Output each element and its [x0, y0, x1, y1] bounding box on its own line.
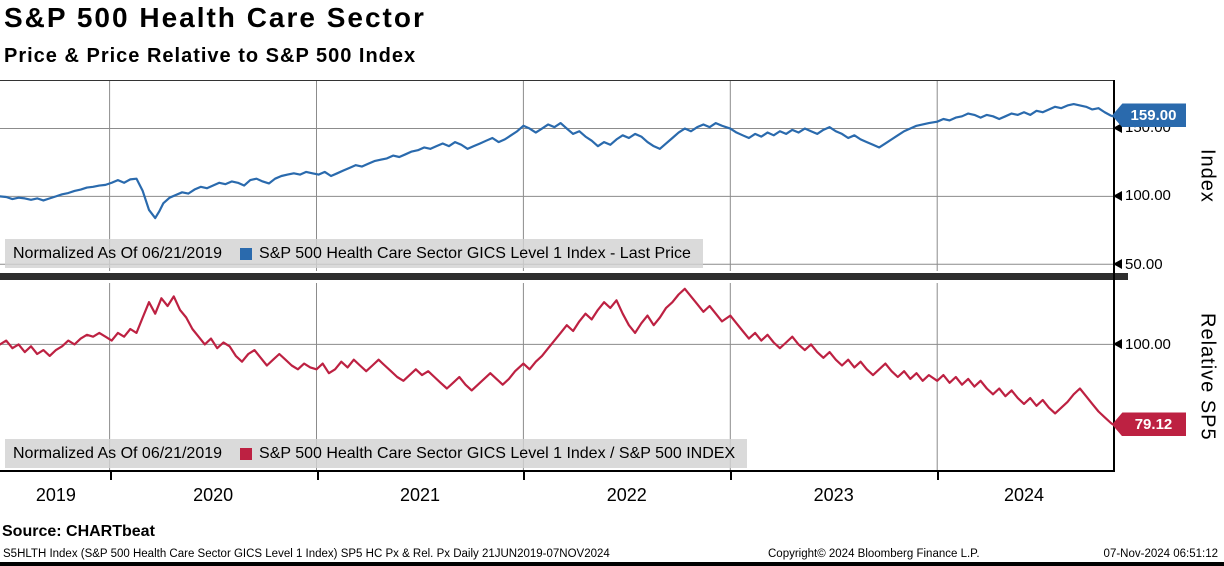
- normalized-as-of-label: Normalized As Of 06/21/2019: [13, 244, 223, 262]
- x-axis-tick-mark: [937, 471, 940, 480]
- price-series-label: S&P 500 Health Care Sector GICS Level 1 …: [259, 244, 691, 262]
- relative-last-price-tag: 79.12: [1112, 412, 1186, 437]
- price-panel: Normalized As Of 06/21/2019 S&P 500 Heal…: [0, 80, 1113, 271]
- price-axis-title: Index: [1196, 148, 1219, 203]
- page-title: S&P 500 Health Care Sector: [4, 2, 426, 33]
- x-axis-year-label: 2023: [813, 485, 854, 505]
- y-axis-tick-label: 100.00: [1113, 335, 1171, 353]
- tick-arrow-icon: [1113, 259, 1122, 270]
- footer-security-description: S5HLTH Index (S&P 500 Health Care Sector…: [3, 548, 610, 560]
- relative-legend: Normalized As Of 06/21/2019 S&P 500 Heal…: [5, 439, 748, 468]
- panel-divider: [0, 273, 1128, 280]
- normalized-as-of-label: Normalized As Of 06/21/2019: [13, 444, 223, 462]
- price-last-price-tag: 159.00: [1112, 103, 1186, 128]
- bottom-bar: [0, 562, 1224, 566]
- relative-axis-title: Relative SP5: [1196, 313, 1219, 441]
- x-axis-year-label: 2022: [606, 485, 647, 505]
- relative-panel: Normalized As Of 06/21/2019 S&P 500 Heal…: [0, 283, 1113, 471]
- right-axis-line: [1113, 80, 1115, 471]
- relative-series-label: S&P 500 Health Care Sector GICS Level 1 …: [259, 444, 736, 462]
- tick-arrow-icon: [1113, 190, 1122, 201]
- page-subtitle: Price & Price Relative to S&P 500 Index: [4, 45, 417, 67]
- price-chart: [0, 81, 1113, 271]
- price-legend: Normalized As Of 06/21/2019 S&P 500 Heal…: [5, 239, 703, 268]
- relative-series-swatch-icon: [240, 447, 253, 460]
- x-axis-line: [0, 470, 1115, 472]
- x-axis-tick-mark: [523, 471, 526, 480]
- x-axis-tick-mark: [316, 471, 319, 480]
- x-axis-year-label: 2020: [193, 485, 234, 505]
- source-label: Source: CHARTbeat: [2, 523, 155, 540]
- tick-arrow-icon: [1113, 122, 1122, 133]
- y-axis-tick-label: 100.00: [1113, 187, 1171, 205]
- price-series-swatch-icon: [240, 247, 253, 260]
- x-axis-tick-mark: [730, 471, 733, 480]
- x-axis-year-label: 2021: [399, 485, 441, 505]
- relative-chart: [0, 283, 1113, 471]
- x-axis-year-label: 2024: [1003, 485, 1045, 505]
- x-axis-year-label: 2019: [35, 485, 76, 505]
- y-axis-tick-label: 50.00: [1113, 255, 1163, 273]
- footer-copyright: Copyright© 2024 Bloomberg Finance L.P.: [768, 548, 980, 560]
- footer-timestamp: 07-Nov-2024 06:51:12: [1103, 548, 1218, 560]
- x-axis-tick-mark: [109, 471, 112, 480]
- tick-arrow-icon: [1113, 339, 1122, 350]
